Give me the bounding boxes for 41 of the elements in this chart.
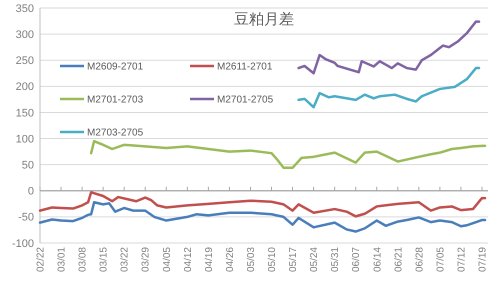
- x-tick-label: 02/22: [36, 246, 46, 272]
- x-tick-label: 04/26: [224, 246, 236, 272]
- chart-title: 豆粕月差: [234, 11, 294, 28]
- line-series: [90, 140, 486, 170]
- legend-label: M2701-2705: [217, 94, 274, 106]
- y-tick-label: 50: [22, 160, 34, 172]
- x-tick-label: 07/19: [477, 246, 488, 272]
- y-tick-label: -100: [12, 238, 34, 250]
- x-tick-label: 03/08: [78, 246, 89, 272]
- x-tick-label: 04/12: [182, 246, 194, 272]
- legend-label: M2611-2701: [217, 62, 273, 72]
- x-tick-label: 07/12: [456, 246, 468, 272]
- y-tick-label: 350: [16, 2, 34, 15]
- x-tick-label: 04/05: [162, 246, 173, 272]
- line-series: [297, 20, 480, 75]
- x-tick-label: 06/28: [414, 246, 426, 272]
- x-tick-label: 03/29: [140, 246, 152, 272]
- x-tick-label: 06/14: [372, 246, 384, 272]
- y-tick-label: 100: [16, 133, 34, 146]
- x-tick-label: 03/22: [120, 246, 131, 272]
- x-tick-label: 05/31: [330, 246, 342, 272]
- x-tick-label: 07/05: [435, 246, 446, 272]
- legend-label: M2701-2703: [87, 94, 144, 106]
- x-tick-label: 05/03: [246, 246, 257, 272]
- y-tick-label: 300: [16, 28, 34, 41]
- x-tick-label: 06/07: [351, 246, 362, 272]
- x-tick-label: 06/21: [393, 246, 404, 272]
- x-tick-label: 03/15: [98, 246, 110, 272]
- legend-label: M2703-2705: [87, 128, 144, 138]
- x-tick-label: 05/24: [309, 246, 320, 272]
- y-tick-label: 250: [16, 55, 34, 68]
- line-series: [297, 66, 480, 108]
- x-tick-label: 05/10: [267, 246, 278, 272]
- x-tick-label: 03/01: [56, 246, 68, 272]
- x-tick-label: 04/19: [204, 246, 215, 272]
- y-tick-label: 200: [16, 81, 34, 94]
- y-tick-label: 0: [28, 186, 34, 198]
- legend-label: M2609-2701: [87, 62, 144, 72]
- y-tick-label: 150: [16, 107, 34, 120]
- x-tick-label: 05/17: [288, 246, 300, 272]
- y-tick-label: -50: [18, 212, 34, 224]
